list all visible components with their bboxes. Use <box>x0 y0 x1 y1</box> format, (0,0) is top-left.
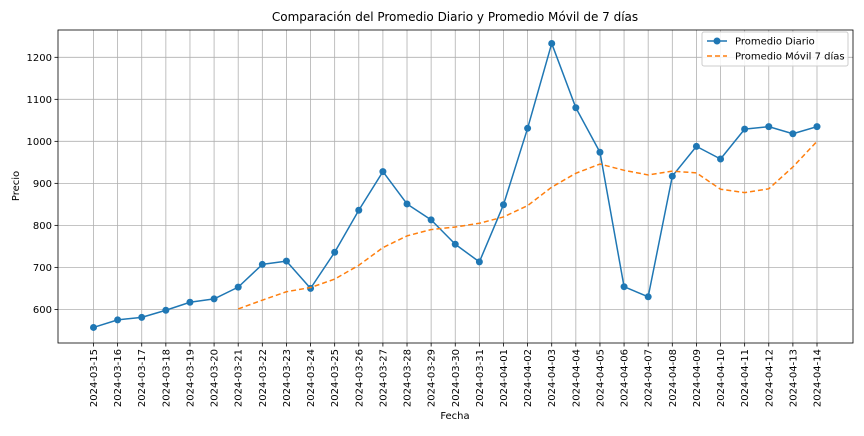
legend-label-daily: Promedio Diario <box>735 37 815 48</box>
x-tick-label: 2024-03-24 <box>306 349 317 407</box>
data-point-daily <box>620 283 628 291</box>
data-point-daily <box>331 248 339 256</box>
x-tick-label: 2024-04-03 <box>547 349 558 407</box>
x-tick-label: 2024-03-29 <box>427 349 438 407</box>
data-point-daily <box>403 200 411 208</box>
x-tick-label: 2024-04-13 <box>788 349 799 407</box>
data-point-daily <box>162 306 170 314</box>
x-tick-label: 2024-03-21 <box>234 349 245 407</box>
x-tick-label: 2024-03-26 <box>354 349 365 407</box>
x-tick-label: 2024-04-12 <box>764 349 775 407</box>
plot-frame <box>57 29 854 344</box>
data-point-daily <box>138 313 146 321</box>
x-tick-label: 2024-03-23 <box>282 349 293 407</box>
x-tick-label: 2024-03-27 <box>378 349 389 407</box>
x-tick-label: 2024-03-19 <box>185 349 196 407</box>
data-point-daily <box>789 130 797 138</box>
series <box>90 39 821 331</box>
legend-label-moving: Promedio Móvil 7 días <box>735 51 845 63</box>
data-point-daily <box>90 323 97 331</box>
x-tick-label: 2024-04-11 <box>740 349 751 407</box>
y-tick-label: 800 <box>33 221 52 232</box>
data-point-daily <box>499 201 507 209</box>
y-axis-label: Precio <box>11 171 22 201</box>
y-tick-label: 700 <box>33 263 52 274</box>
data-point-daily <box>427 216 435 224</box>
axes: 2024-03-15 2024-03-16 2024-03-17 2024-03-18… <box>27 29 854 407</box>
x-tick-label: 2024-04-09 <box>692 349 703 407</box>
legend-marker-daily <box>713 37 721 45</box>
data-point-daily <box>572 104 580 112</box>
x-tick-label: 2024-03-17 <box>137 349 148 407</box>
data-point-daily <box>644 293 652 301</box>
x-tick-label: 2024-04-08 <box>668 349 679 407</box>
grid <box>58 30 853 343</box>
data-point-daily <box>596 148 604 156</box>
x-tick-label: 2024-04-07 <box>644 349 655 407</box>
series-line-moving <box>237 140 818 310</box>
x-tick-label: 2024-04-10 <box>716 349 727 407</box>
data-point-daily <box>717 155 725 163</box>
legend-box <box>701 31 849 67</box>
y-tick-label: 1200 <box>27 53 52 64</box>
data-point-daily <box>765 123 773 131</box>
data-point-daily <box>186 298 194 306</box>
x-tick-label: 2024-03-22 <box>258 349 269 407</box>
x-tick-label: 2024-03-25 <box>330 349 341 407</box>
data-point-daily <box>307 284 315 292</box>
x-tick-label: 2024-04-14 <box>813 349 824 407</box>
data-point-daily <box>282 257 290 265</box>
x-axis-label: Fecha <box>440 411 469 422</box>
data-point-daily <box>524 124 532 132</box>
data-point-daily <box>692 142 700 150</box>
legend: Promedio Diario Promedio Móvil 7 días <box>701 31 849 67</box>
data-point-daily <box>548 39 556 47</box>
y-tick-label: 1000 <box>27 137 52 148</box>
x-tick-label: 2024-04-01 <box>499 349 510 407</box>
x-tick-label: 2024-03-16 <box>113 349 124 407</box>
data-point-daily <box>258 260 266 268</box>
x-tick-label: 2024-03-18 <box>161 349 172 407</box>
data-point-daily <box>210 295 218 303</box>
y-tick-label: 900 <box>33 179 52 190</box>
data-point-daily <box>355 206 363 214</box>
y-tick-label: 600 <box>33 305 52 316</box>
data-point-daily <box>813 123 821 131</box>
x-tick-label: 2024-03-15 <box>89 349 100 407</box>
data-point-daily <box>234 283 242 291</box>
data-point-daily <box>741 125 749 133</box>
x-tick-label: 2024-04-02 <box>523 349 534 407</box>
data-point-daily <box>451 240 459 248</box>
data-point-daily <box>668 172 676 180</box>
x-tick-label: 2024-04-05 <box>595 349 606 407</box>
x-tick-label: 2024-04-06 <box>620 349 631 407</box>
data-point-daily <box>114 316 122 324</box>
x-tick-label: 2024-03-28 <box>403 349 414 407</box>
x-tick-label: 2024-04-04 <box>571 349 582 407</box>
chart-title: Comparación del Promedio Diario y Promed… <box>272 10 638 24</box>
x-tick-label: 2024-03-31 <box>475 349 486 407</box>
data-point-daily <box>379 168 387 176</box>
x-tick-label: 2024-03-30 <box>451 349 462 407</box>
x-tick-label: 2024-03-20 <box>210 349 221 407</box>
data-point-daily <box>475 258 483 266</box>
y-tick-label: 1100 <box>27 95 52 106</box>
